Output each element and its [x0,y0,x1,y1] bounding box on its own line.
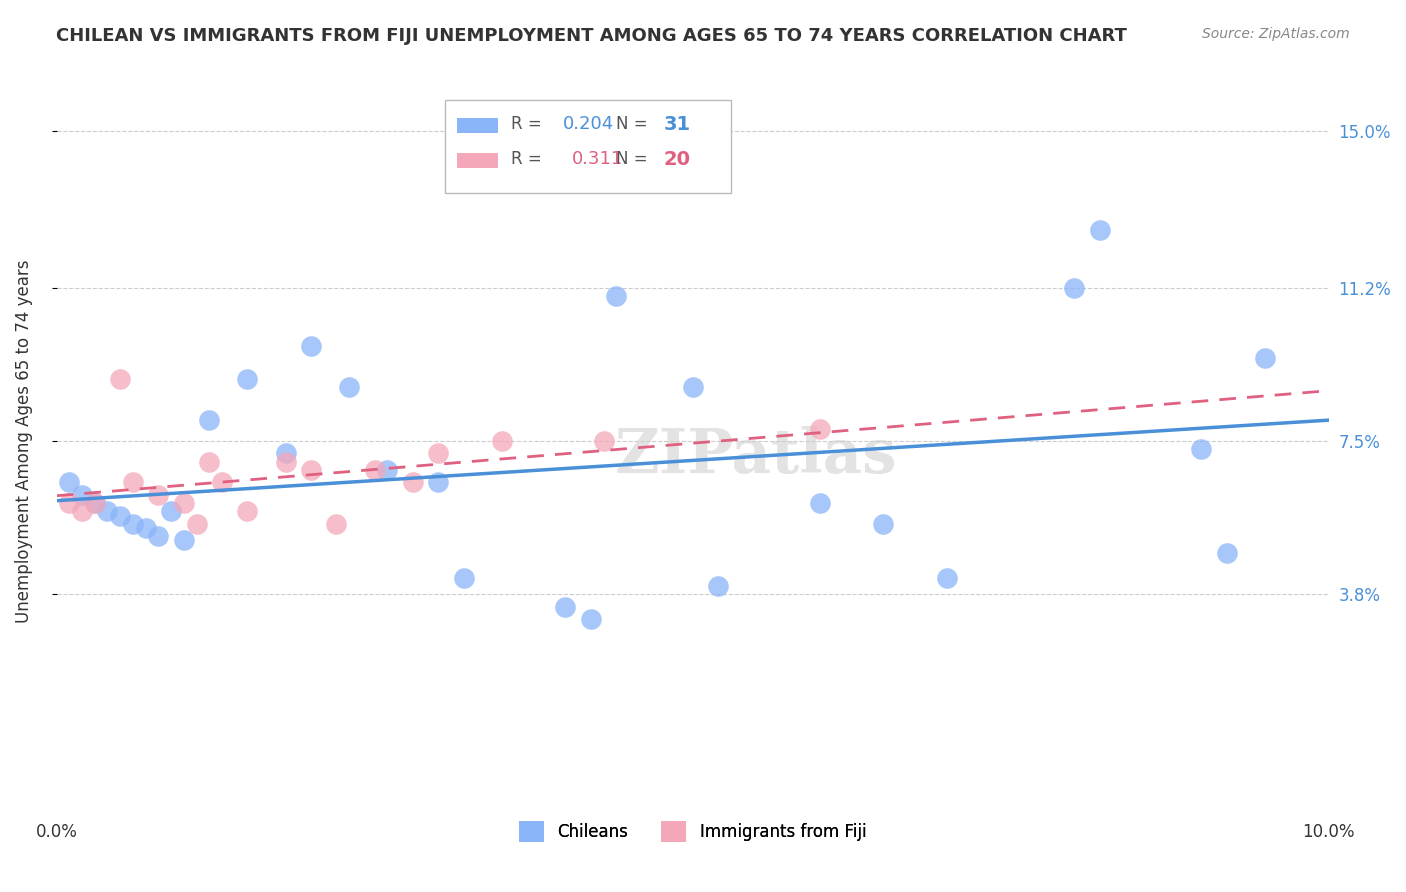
Point [363,463,385,477]
FancyBboxPatch shape [457,119,498,133]
Point [96,504,118,518]
Text: R =: R = [510,115,547,134]
Point [1063,281,1085,295]
Point [427,475,450,490]
Text: N =: N = [616,151,654,169]
Point [682,380,704,394]
Point [135,521,157,535]
Text: N =: N = [616,115,654,134]
Point [1254,351,1277,366]
Point [554,599,576,614]
Point [274,455,297,469]
Point [186,516,208,531]
Point [83,496,105,510]
Text: 20: 20 [664,150,690,169]
FancyBboxPatch shape [444,100,731,193]
Point [148,488,170,502]
Text: R =: R = [510,151,553,169]
Point [872,516,894,531]
Point [299,339,322,353]
Point [299,463,322,477]
FancyBboxPatch shape [457,153,498,169]
Point [58,496,80,510]
Y-axis label: Unemployment Among Ages 65 to 74 years: Unemployment Among Ages 65 to 74 years [15,260,32,623]
Point [148,529,170,543]
Point [274,446,297,460]
Text: 0.204: 0.204 [562,115,614,134]
Text: Source: ZipAtlas.com: Source: ZipAtlas.com [1202,27,1350,41]
Point [808,496,831,510]
Point [108,508,131,523]
Legend: Chileans, Immigrants from Fiji: Chileans, Immigrants from Fiji [510,813,875,850]
Point [1088,223,1111,237]
Point [936,571,959,585]
Point [198,413,221,427]
Point [198,455,221,469]
Point [236,504,259,518]
Point [70,488,93,502]
Point [70,504,93,518]
Point [211,475,233,490]
Point [173,533,195,548]
Text: ZIPatlas: ZIPatlas [614,426,897,486]
Point [1189,442,1212,457]
Point [808,422,831,436]
Text: 31: 31 [664,115,690,134]
Point [592,434,614,448]
Point [122,516,145,531]
Point [453,571,475,585]
Point [579,612,602,626]
Point [173,496,195,510]
Point [108,372,131,386]
Text: CHILEAN VS IMMIGRANTS FROM FIJI UNEMPLOYMENT AMONG AGES 65 TO 74 YEARS CORRELATI: CHILEAN VS IMMIGRANTS FROM FIJI UNEMPLOY… [56,27,1128,45]
Point [337,380,360,394]
Point [1216,546,1239,560]
Point [427,446,450,460]
Point [236,372,259,386]
Point [605,289,627,303]
Point [402,475,425,490]
Text: 0.311: 0.311 [572,151,623,169]
Point [325,516,347,531]
Point [491,434,513,448]
Point [58,475,80,490]
Point [707,579,730,593]
Point [83,496,105,510]
Point [375,463,398,477]
Point [122,475,145,490]
Point [160,504,183,518]
